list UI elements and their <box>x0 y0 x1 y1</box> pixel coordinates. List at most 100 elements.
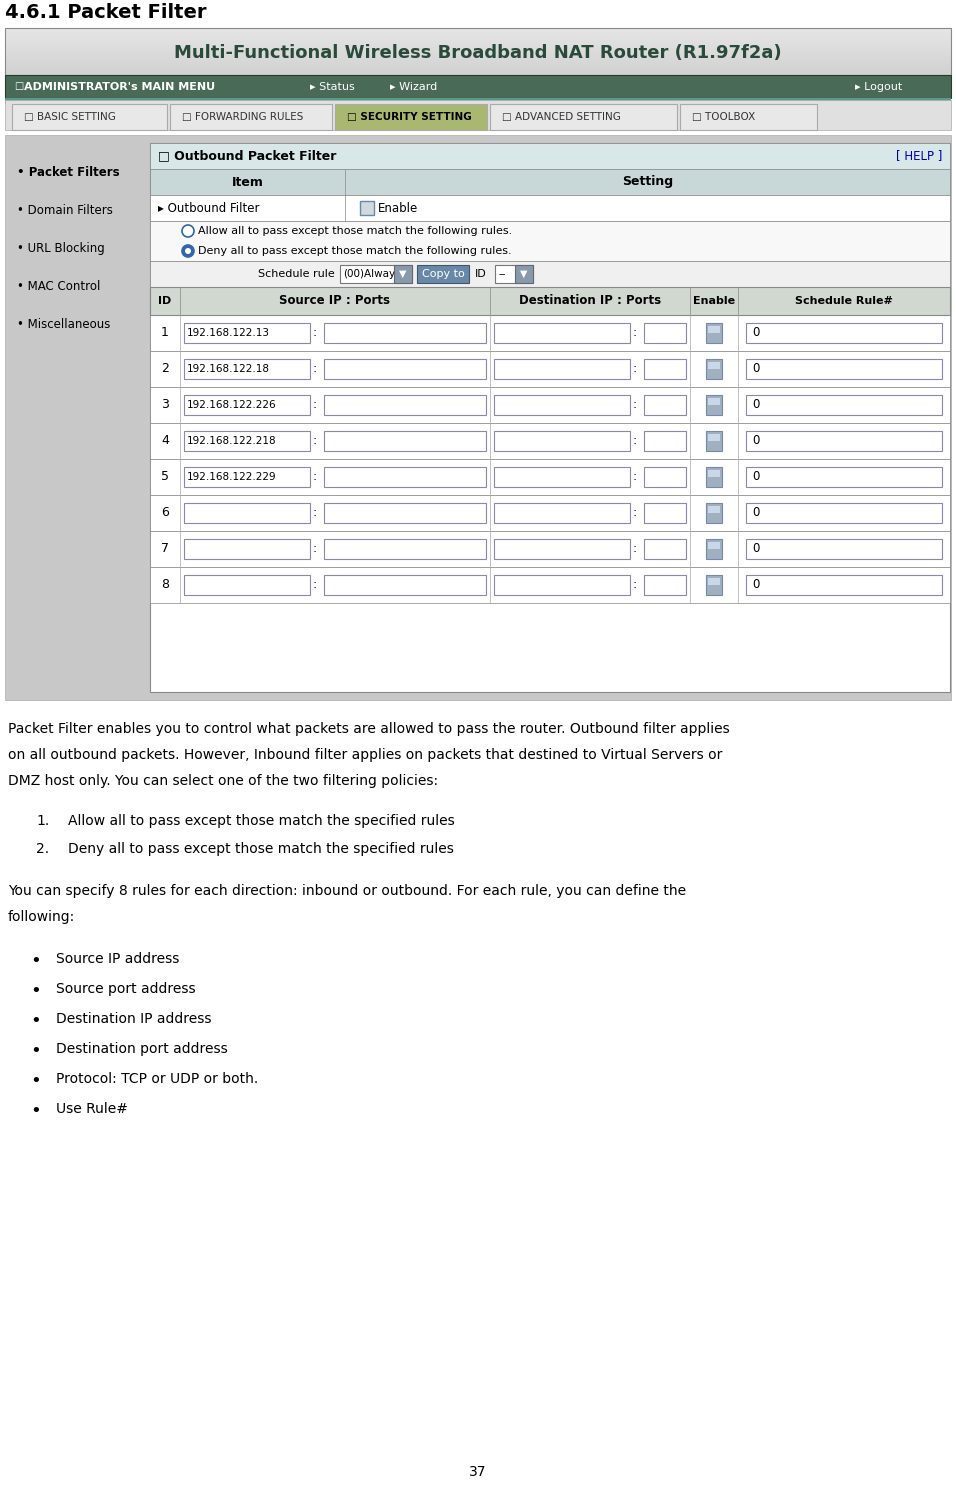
Bar <box>184 324 310 343</box>
Text: •: • <box>30 1072 41 1090</box>
Text: (00)Always: (00)Always <box>343 269 401 279</box>
Bar <box>644 503 686 523</box>
Text: ▸ Status: ▸ Status <box>310 82 355 92</box>
Bar <box>5 28 951 76</box>
Bar <box>324 575 486 595</box>
Bar <box>494 324 630 343</box>
Bar <box>746 395 942 414</box>
Bar <box>644 324 686 343</box>
Bar <box>150 169 950 195</box>
Text: ▸ Wizard: ▸ Wizard <box>390 82 437 92</box>
Bar <box>494 539 630 558</box>
Text: You can specify 8 rules for each direction: inbound or outbound. For each rule, : You can specify 8 rules for each directi… <box>8 884 686 898</box>
Text: 1: 1 <box>161 327 169 340</box>
Bar <box>708 434 720 441</box>
Text: 192.168.122.18: 192.168.122.18 <box>187 364 270 374</box>
Text: • Miscellaneous: • Miscellaneous <box>17 318 110 331</box>
Bar <box>706 575 722 595</box>
Text: following:: following: <box>8 910 76 924</box>
Text: • Packet Filters: • Packet Filters <box>17 166 120 180</box>
Bar <box>5 135 951 699</box>
Bar <box>170 104 332 131</box>
Bar <box>184 503 310 523</box>
Bar <box>706 431 722 451</box>
Text: :: : <box>313 506 317 520</box>
Text: Allow all to pass except those match the specified rules: Allow all to pass except those match the… <box>68 814 455 829</box>
Text: :: : <box>633 362 638 376</box>
Bar <box>708 362 720 368</box>
Text: Schedule rule: Schedule rule <box>258 269 335 279</box>
Bar <box>5 99 951 131</box>
Bar <box>150 143 950 169</box>
Bar <box>708 469 720 477</box>
Text: ▸ Logout: ▸ Logout <box>855 82 902 92</box>
Bar <box>644 359 686 379</box>
Bar <box>5 76 951 98</box>
Text: Deny all to pass except those match the specified rules: Deny all to pass except those match the … <box>68 842 454 855</box>
Text: Copy to: Copy to <box>422 269 465 279</box>
Bar <box>644 575 686 595</box>
Text: 192.168.122.13: 192.168.122.13 <box>187 328 270 339</box>
Bar <box>5 98 951 104</box>
Bar <box>706 539 722 558</box>
Bar <box>494 431 630 451</box>
Text: :: : <box>313 435 317 447</box>
Bar <box>324 539 486 558</box>
Circle shape <box>185 248 191 254</box>
Bar <box>150 315 950 350</box>
Bar <box>184 395 310 414</box>
Bar <box>184 575 310 595</box>
Bar <box>150 350 950 388</box>
Text: • MAC Control: • MAC Control <box>17 281 100 293</box>
Bar <box>417 264 469 284</box>
Bar <box>494 395 630 414</box>
Bar <box>150 195 950 221</box>
Text: Multi-Functional Wireless Broadband NAT Router (R1.97f2a): Multi-Functional Wireless Broadband NAT … <box>174 45 782 62</box>
Text: :: : <box>313 579 317 591</box>
Bar <box>644 431 686 451</box>
Text: :: : <box>633 435 638 447</box>
Bar <box>680 104 817 131</box>
Text: 5: 5 <box>161 471 169 484</box>
Bar <box>150 261 950 287</box>
Bar <box>746 539 942 558</box>
Text: :: : <box>633 327 638 340</box>
Bar <box>708 578 720 585</box>
Text: •: • <box>30 982 41 999</box>
Bar <box>324 466 486 487</box>
Text: 192.168.122.226: 192.168.122.226 <box>187 399 276 410</box>
Text: 0: 0 <box>752 327 759 340</box>
Text: Item: Item <box>231 175 264 189</box>
Text: on all outbound packets. However, Inbound filter applies on packets that destine: on all outbound packets. However, Inboun… <box>8 748 723 762</box>
Text: □ FORWARDING RULES: □ FORWARDING RULES <box>182 111 303 122</box>
Text: :: : <box>313 327 317 340</box>
Text: Use Rule#: Use Rule# <box>56 1102 128 1117</box>
Text: 1.: 1. <box>36 814 50 829</box>
Text: 192.168.122.218: 192.168.122.218 <box>187 437 276 446</box>
Text: :: : <box>313 542 317 555</box>
Text: 0: 0 <box>752 398 759 411</box>
Text: :: : <box>633 471 638 484</box>
Text: 0: 0 <box>752 506 759 520</box>
Text: :: : <box>633 542 638 555</box>
Bar <box>150 532 950 567</box>
Bar <box>746 503 942 523</box>
Bar <box>360 200 374 215</box>
Bar <box>494 466 630 487</box>
Bar <box>394 264 412 284</box>
Text: □ TOOLBOX: □ TOOLBOX <box>692 111 755 122</box>
Bar <box>706 324 722 343</box>
Bar <box>746 324 942 343</box>
Bar <box>644 539 686 558</box>
Bar <box>150 221 950 261</box>
Text: :: : <box>313 471 317 484</box>
Bar <box>494 575 630 595</box>
Text: 6: 6 <box>161 506 169 520</box>
Bar <box>150 459 950 495</box>
Text: Deny all to pass except those match the following rules.: Deny all to pass except those match the … <box>198 247 511 255</box>
Bar <box>746 466 942 487</box>
Text: Source IP : Ports: Source IP : Ports <box>279 294 390 307</box>
Bar <box>324 503 486 523</box>
Text: 8: 8 <box>161 579 169 591</box>
Bar <box>706 503 722 523</box>
